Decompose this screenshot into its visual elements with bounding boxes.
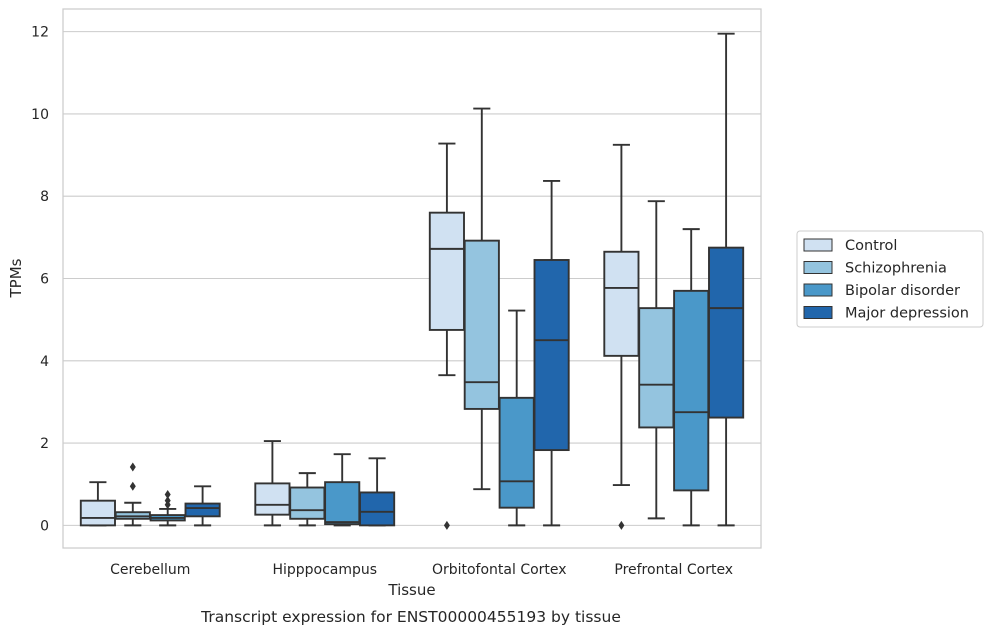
- legend: Control Schizophrenia Bipolar disorder Majo…: [796, 230, 984, 328]
- iqr-box: [289, 486, 326, 520]
- y-tick-label: 10: [31, 107, 49, 123]
- box-schizophrenia: [114, 462, 151, 527]
- legend-swatch: [803, 261, 833, 274]
- outlier-point: [164, 490, 171, 500]
- x-tick-label: Prefrontal Cortex: [614, 562, 733, 578]
- iqr-box: [79, 499, 116, 527]
- y-tick-label: 8: [40, 189, 49, 205]
- iqr-box: [673, 289, 710, 492]
- y-tick-label: 12: [31, 25, 49, 41]
- x-tick-label: Cerebellum: [110, 562, 190, 578]
- legend-label: Schizophrenia: [845, 261, 947, 277]
- outlier-point: [164, 496, 171, 506]
- legend-label: Control: [845, 238, 897, 254]
- legend-label: Bipolar disorder: [845, 283, 960, 299]
- outlier-point: [129, 462, 136, 472]
- iqr-box: [498, 396, 535, 509]
- legend-frame: [796, 230, 984, 328]
- box-major-depression: [533, 180, 570, 527]
- x-tick-labels: Cerebellum Hipppocampus Orbitofontal Corte…: [110, 562, 733, 578]
- iqr-box: [359, 491, 396, 527]
- x-tick-label: Orbitofontal Cortex: [432, 562, 567, 578]
- y-axis-label: TPMs: [7, 258, 25, 298]
- outlier-point: [129, 481, 136, 491]
- outlier-point: [443, 520, 450, 530]
- box-control: [603, 143, 640, 530]
- box-bipolar-disorder: [498, 309, 535, 527]
- legend-swatch: [803, 306, 833, 319]
- outlier-point: [618, 520, 625, 530]
- y-tick-label: 4: [40, 354, 49, 370]
- legend-label: Major depression: [845, 306, 969, 322]
- box-major-depression: [184, 485, 221, 527]
- y-tick-labels: 0 2 4 6 8 10 12: [31, 25, 49, 535]
- box-schizophrenia: [463, 107, 500, 491]
- box-schizophrenia: [638, 200, 675, 520]
- iqr-box: [603, 250, 640, 357]
- iqr-box: [254, 482, 291, 516]
- y-tick-label: 0: [40, 518, 49, 534]
- iqr-box: [708, 246, 745, 419]
- box-series: [79, 32, 745, 530]
- box-bipolar-disorder: [673, 228, 710, 527]
- y-grid: [63, 31, 761, 526]
- iqr-box: [638, 307, 675, 429]
- iqr-box: [428, 211, 465, 331]
- iqr-box: [463, 239, 500, 410]
- x-tick-label: Hipppocampus: [272, 562, 377, 578]
- box-major-depression: [359, 457, 396, 527]
- iqr-box: [533, 259, 570, 452]
- legend-swatch: [803, 283, 833, 297]
- plot-frame: [62, 8, 762, 549]
- iqr-box: [184, 502, 221, 518]
- iqr-box: [324, 481, 361, 526]
- x-axis-label: Tissue: [387, 581, 435, 599]
- box-major-depression: [708, 32, 745, 527]
- y-tick-label: 6: [40, 272, 49, 288]
- legend-swatch: [803, 238, 833, 252]
- box-bipolar-disorder: [149, 490, 186, 527]
- box-control: [254, 440, 291, 527]
- y-tick-label: 2: [40, 436, 49, 452]
- box-control: [428, 142, 465, 530]
- box-schizophrenia: [289, 472, 326, 527]
- chart-caption: Transcript expression for ENST0000045519…: [200, 608, 621, 626]
- box-bipolar-disorder: [324, 453, 361, 527]
